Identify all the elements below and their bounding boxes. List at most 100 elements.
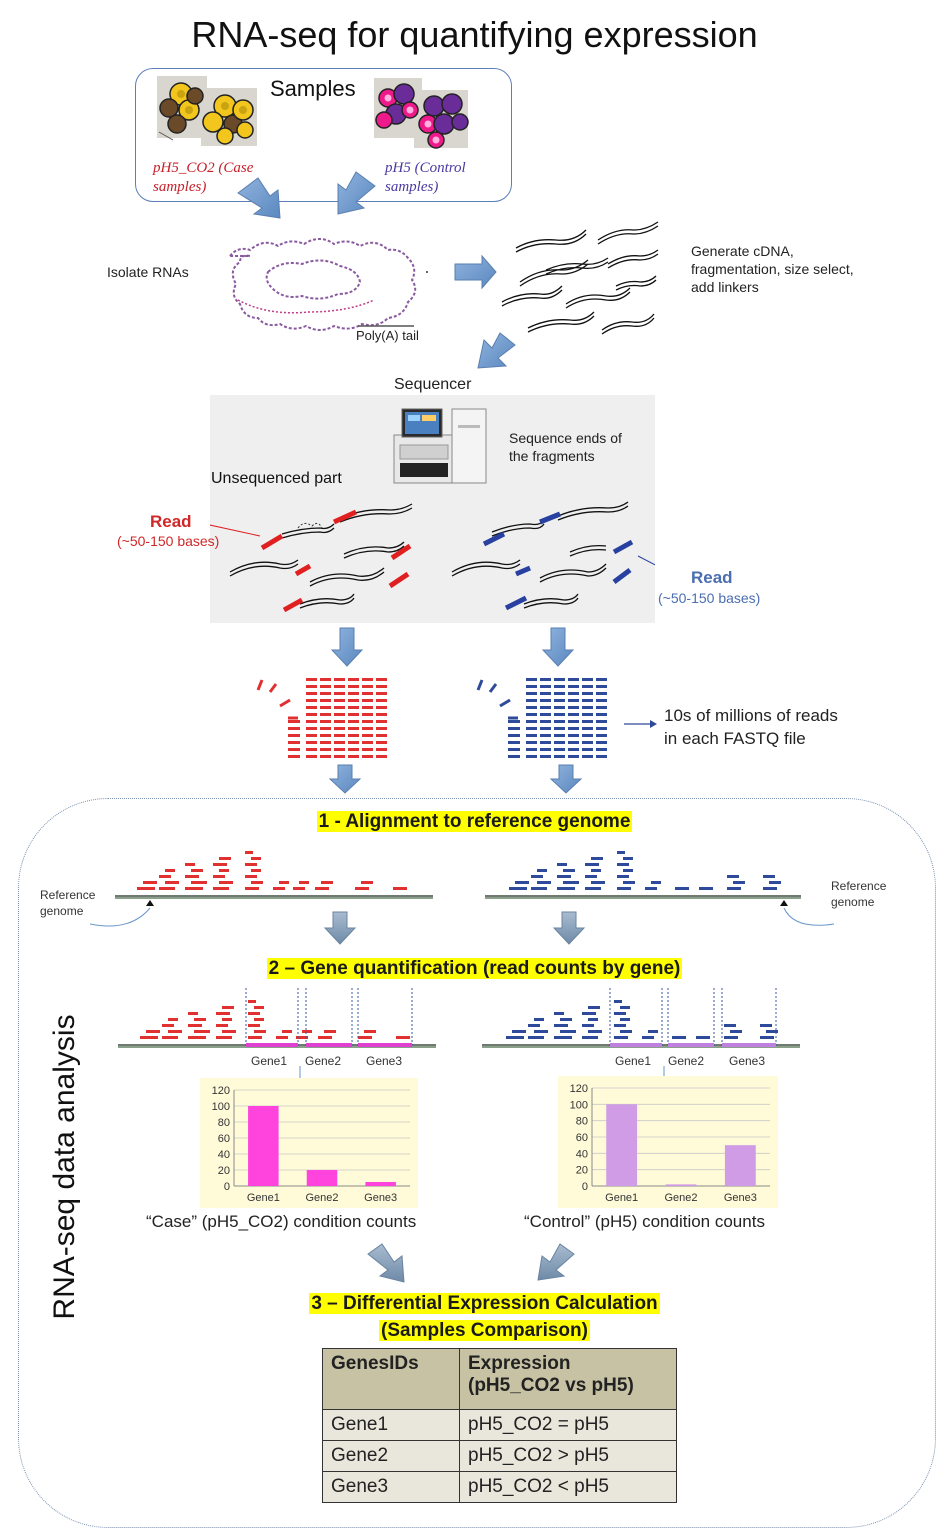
read-dash bbox=[568, 727, 579, 730]
read-dash bbox=[362, 748, 373, 751]
bar-gene2 bbox=[665, 1184, 697, 1186]
read-dash bbox=[362, 685, 373, 688]
aligned-read bbox=[766, 1030, 778, 1033]
read-dash bbox=[320, 755, 331, 758]
read-dash bbox=[334, 734, 345, 737]
read-dash bbox=[362, 720, 373, 723]
aligned-read bbox=[563, 869, 575, 872]
read-dash bbox=[554, 755, 565, 758]
step2-heading-row: 2 – Gene quantification (read counts by … bbox=[0, 958, 949, 980]
table-cell-gene: Gene2 bbox=[322, 1440, 460, 1472]
aligned-read bbox=[216, 1012, 230, 1015]
read-dash bbox=[540, 706, 551, 709]
aligned-read bbox=[318, 1036, 332, 1039]
control-quantification-illustration bbox=[482, 988, 800, 1048]
aligned-read bbox=[222, 1018, 232, 1021]
read-right-length: (~50-150 bases) bbox=[658, 590, 761, 606]
read-dash bbox=[540, 720, 551, 723]
aligned-read bbox=[588, 1006, 600, 1009]
aligned-read bbox=[651, 881, 661, 884]
read-dash bbox=[376, 727, 387, 730]
aligned-read bbox=[760, 1024, 772, 1027]
aligned-read bbox=[159, 887, 175, 890]
case-gene1-label: Gene1 bbox=[251, 1054, 288, 1068]
aligned-read bbox=[222, 1030, 236, 1033]
aligned-read bbox=[588, 1018, 598, 1021]
read-dash bbox=[376, 692, 387, 695]
aligned-read bbox=[537, 881, 551, 884]
gene-region bbox=[358, 1043, 412, 1047]
ref-marker-left bbox=[146, 900, 154, 906]
case-samples-line1: pH5_CO2 (Case bbox=[153, 160, 254, 176]
aligned-read bbox=[620, 1006, 630, 1009]
read-dash bbox=[320, 741, 331, 744]
sequence-ends-line2: the fragments bbox=[509, 448, 595, 464]
read-dash bbox=[568, 741, 579, 744]
y-tick-label: 120 bbox=[570, 1083, 588, 1095]
read-dash bbox=[526, 727, 537, 730]
cdna-line2: fragmentation, size select, bbox=[691, 261, 854, 277]
aligned-read bbox=[648, 1030, 658, 1033]
aligned-read bbox=[642, 1036, 654, 1039]
aligned-read bbox=[245, 851, 253, 854]
read-dash bbox=[306, 741, 317, 744]
read-dash bbox=[306, 734, 317, 737]
scatter-read bbox=[256, 679, 264, 691]
read-dash bbox=[376, 720, 387, 723]
read-dash bbox=[526, 699, 537, 702]
x-tick-label: Gene1 bbox=[247, 1192, 280, 1204]
read-dash bbox=[526, 755, 537, 758]
read-dash bbox=[348, 748, 359, 751]
aligned-read bbox=[515, 881, 529, 884]
read-dash bbox=[554, 713, 565, 716]
aligned-read bbox=[591, 857, 603, 860]
aligned-read bbox=[296, 1036, 308, 1039]
read-dash bbox=[288, 741, 300, 744]
aligned-read bbox=[506, 1036, 524, 1039]
aligned-read bbox=[617, 887, 631, 890]
read-dash bbox=[582, 720, 593, 723]
aligned-read bbox=[585, 887, 601, 890]
read-dash bbox=[554, 741, 565, 744]
read-dash bbox=[288, 720, 300, 723]
read-dash bbox=[376, 741, 387, 744]
control-counts-chart: 0 20 40 60 80 100 120 Gene1 Gene2 Gene3 bbox=[558, 1076, 778, 1208]
header-expression: Expression (pH5_CO2 vs pH5) bbox=[459, 1348, 677, 1410]
aligned-read bbox=[299, 881, 309, 884]
header-genesids: GenesIDs bbox=[322, 1348, 460, 1410]
read-dash bbox=[508, 741, 520, 744]
aligned-read bbox=[248, 1000, 256, 1003]
scatter-read bbox=[499, 698, 511, 708]
aligned-read bbox=[140, 1036, 158, 1039]
read-dash bbox=[362, 692, 373, 695]
aligned-read bbox=[554, 1036, 572, 1039]
read-dash bbox=[362, 706, 373, 709]
read-dash bbox=[320, 727, 331, 730]
aligned-read bbox=[537, 869, 547, 872]
control-cell-cluster-2 bbox=[418, 93, 469, 149]
aligned-read bbox=[282, 1030, 292, 1033]
aligned-read bbox=[194, 1030, 210, 1033]
aligned-read bbox=[324, 1030, 336, 1033]
y-tick-label: 60 bbox=[576, 1132, 588, 1144]
read-dash bbox=[554, 748, 565, 751]
scatter-read bbox=[268, 683, 278, 693]
aligned-read bbox=[620, 1030, 632, 1033]
read-dash bbox=[362, 727, 373, 730]
aligned-read bbox=[531, 875, 543, 878]
read-dash bbox=[288, 748, 300, 751]
read-dash bbox=[526, 734, 537, 737]
aligned-read bbox=[355, 887, 369, 890]
y-tick-label: 60 bbox=[218, 1133, 230, 1145]
aligned-read bbox=[219, 857, 231, 860]
aligned-read bbox=[534, 1030, 548, 1033]
read-dash bbox=[320, 685, 331, 688]
analysis-box bbox=[18, 798, 936, 1528]
table-cell-gene: Gene1 bbox=[322, 1409, 460, 1441]
control-gene2-label: Gene2 bbox=[668, 1054, 705, 1068]
read-dash bbox=[348, 706, 359, 709]
aligned-read bbox=[185, 887, 203, 890]
aligned-read bbox=[528, 1036, 544, 1039]
read-dash bbox=[526, 713, 537, 716]
x-tick-label: Gene3 bbox=[364, 1192, 397, 1204]
